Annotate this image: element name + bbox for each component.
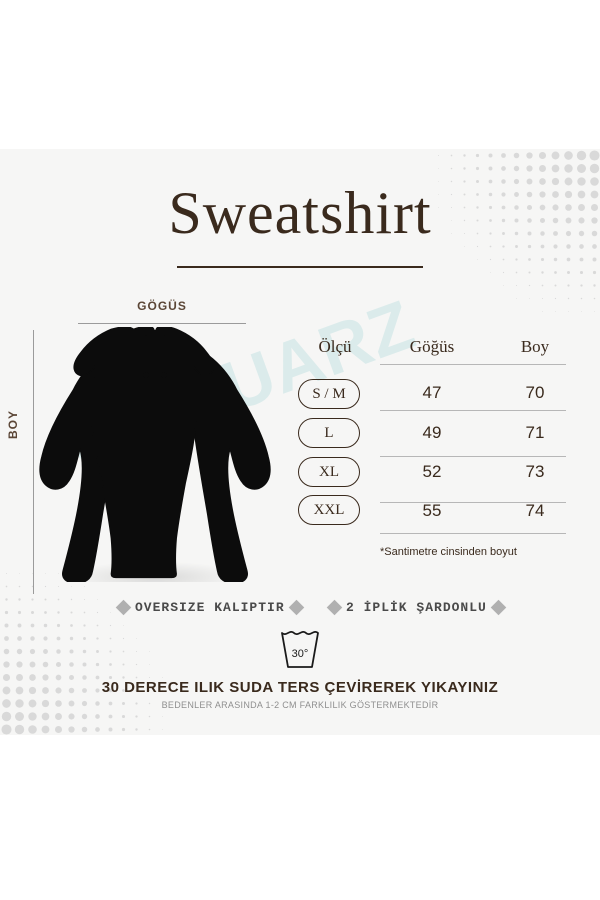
svg-text:30°: 30°: [292, 648, 309, 660]
